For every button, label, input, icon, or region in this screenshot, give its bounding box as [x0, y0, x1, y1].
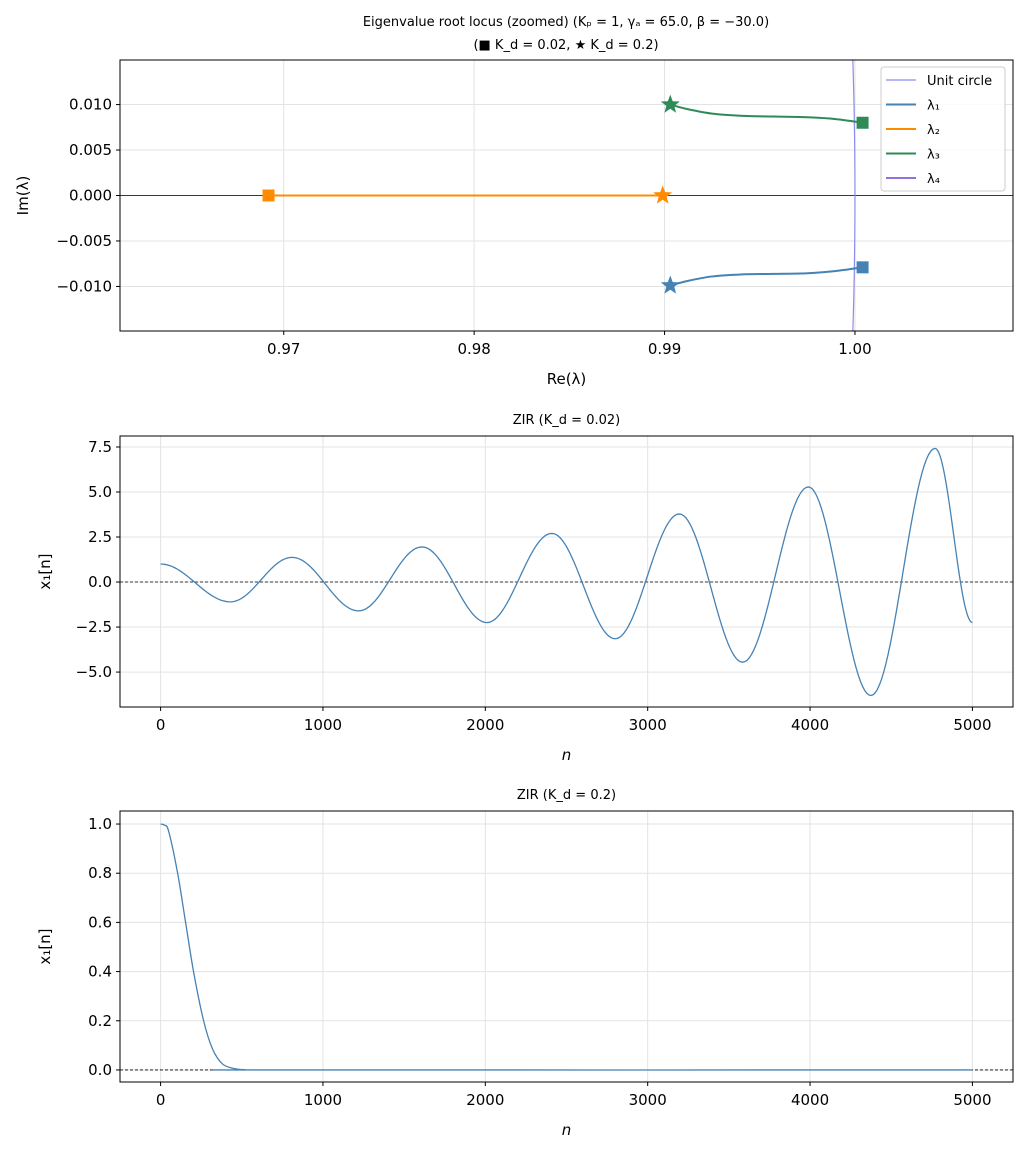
x-tick-label: 5000: [953, 1091, 991, 1109]
y-tick-label: 0.6: [88, 913, 112, 931]
subplot-3: 0 1000 2000 3000 4000 5000 1.0 0.8 0.6 0.4 0.2 0.0 n…: [36, 788, 1014, 1139]
x-tick-label: 0: [156, 716, 166, 734]
x-tick-label: 5000: [953, 716, 991, 734]
x-tick-label: 0: [156, 1091, 166, 1109]
x-tick-label: 3000: [629, 1091, 667, 1109]
legend-label: λ₃: [927, 148, 940, 163]
y-tick-label: −0.010: [56, 277, 112, 295]
legend-label: λ₁: [927, 99, 940, 114]
star-marker: [660, 275, 680, 294]
legend-label: Unit circle: [927, 74, 992, 89]
y-tick-label: −0.005: [56, 232, 112, 250]
series-line-0: [160, 823, 973, 1071]
y-tick-label: 0.0: [88, 1061, 112, 1079]
y-tick-label: 0.000: [69, 187, 112, 205]
series-line-0: [160, 447, 973, 697]
legend: Unit circle λ₁ λ₂ λ₃ λ₄: [880, 66, 1006, 192]
y-tick-label: 0.010: [69, 96, 112, 114]
x-tick-label: 2000: [466, 716, 504, 734]
y-tick-label: 2.5: [88, 528, 112, 546]
x-tick-label: 0.97: [267, 340, 300, 358]
star-marker: [660, 94, 680, 113]
x-tick-label: 4000: [791, 1091, 829, 1109]
y-tick-label: 0.4: [88, 963, 112, 981]
y-tick-label: 5.0: [88, 483, 112, 501]
axes-frame: [119, 810, 1014, 1083]
subplot-2: 0 1000 2000 3000 4000 5000 7.5 5.0 2.5 0.0 −2.5 −5.…: [36, 413, 1014, 764]
y-axis-label: x₁[n]: [36, 553, 54, 589]
series-line-1: [670, 266, 863, 287]
y-tick-label: −5.0: [76, 663, 112, 681]
legend-label: λ₂: [927, 123, 940, 138]
y-axis-label: Im(λ): [14, 176, 32, 216]
chart-subtitle: (■ K_d = 0.02, ★ K_d = 0.2): [473, 38, 658, 53]
square-marker: [856, 116, 869, 129]
chart-title: ZIR (K_d = 0.2): [517, 788, 616, 803]
plot-area: [160, 447, 973, 697]
y-tick-label: 0.8: [88, 864, 112, 882]
y-tick-label: 0.0: [88, 573, 112, 591]
square-marker: [856, 261, 869, 274]
x-tick-label: 0.99: [648, 340, 681, 358]
x-axis-label: Re(λ): [547, 370, 587, 388]
x-tick-label: 1.00: [838, 340, 871, 358]
y-tick-label: 1.0: [88, 815, 112, 833]
x-tick-label: 2000: [466, 1091, 504, 1109]
chart-title: Eigenvalue root locus (zoomed) (Kₚ = 1, …: [363, 15, 769, 30]
y-tick-label: 7.5: [88, 438, 112, 456]
plot-area: [160, 823, 973, 1071]
star-marker: [653, 185, 673, 204]
legend-label: λ₄: [927, 172, 940, 187]
x-tick-label: 0.98: [457, 340, 490, 358]
chart-title: ZIR (K_d = 0.02): [513, 413, 620, 428]
plot-area: [268, 60, 863, 331]
legend-frame: [880, 66, 1006, 192]
square-marker: [262, 189, 275, 202]
subplot-1: 0.97 0.98 0.99 1.00 0.010 0.005 0.000 −0.005 −0.…: [14, 15, 1014, 388]
axes-frame: [119, 435, 1014, 708]
series-line-3: [670, 103, 863, 124]
x-tick-label: 3000: [629, 716, 667, 734]
x-tick-label: 1000: [304, 716, 342, 734]
y-tick-label: 0.005: [69, 141, 112, 159]
x-axis-label: n: [562, 1121, 572, 1139]
y-tick-label: 0.2: [88, 1012, 112, 1030]
y-tick-label: −2.5: [76, 618, 112, 636]
x-axis-label: n: [562, 746, 572, 764]
y-axis-label: x₁[n]: [36, 928, 54, 964]
x-tick-label: 4000: [791, 716, 829, 734]
x-tick-label: 1000: [304, 1091, 342, 1109]
unit-circle-line: [852, 60, 856, 331]
